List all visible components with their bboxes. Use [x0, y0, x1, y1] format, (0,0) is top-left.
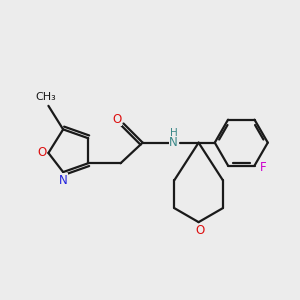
Text: F: F	[260, 160, 266, 174]
Text: N: N	[59, 174, 68, 187]
Text: O: O	[112, 112, 122, 126]
Text: O: O	[195, 224, 205, 238]
Text: CH₃: CH₃	[35, 92, 56, 102]
Text: H: H	[170, 128, 177, 138]
Text: N: N	[169, 136, 178, 149]
Text: O: O	[37, 146, 46, 159]
